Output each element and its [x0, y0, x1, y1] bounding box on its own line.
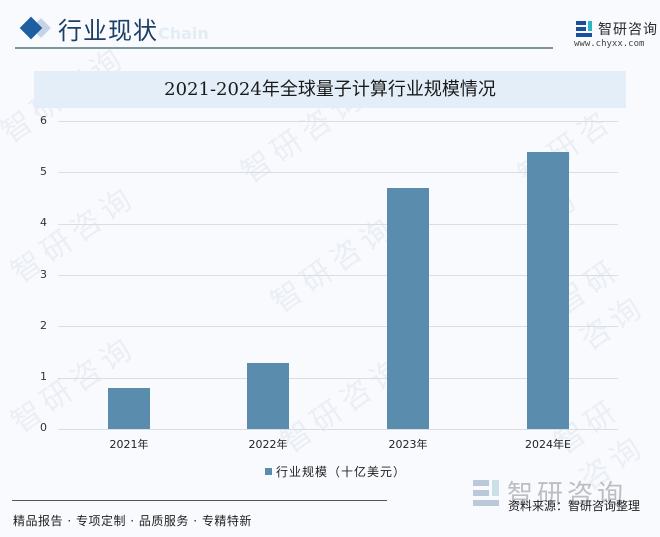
- gridline: [58, 275, 618, 276]
- brand-name: 智研咨询: [598, 22, 658, 38]
- brand-url: www.chyxx.com: [574, 39, 645, 49]
- header-divider: [15, 47, 553, 49]
- gridline: [58, 224, 618, 225]
- x-tick: 2023年: [388, 438, 428, 451]
- footer-logo-icon: [473, 479, 499, 506]
- chart-title-bar: 2021-2024年全球量子计算行业规模情况: [34, 71, 626, 108]
- footer-divider: [12, 500, 387, 501]
- bar-2024年E: [527, 151, 569, 429]
- y-tick: 3: [40, 268, 47, 281]
- footer-slogan: 精品报告 · 专项定制 · 品质服务 · 专精特新: [13, 514, 252, 528]
- brand-logo: 智研咨询: [576, 19, 658, 39]
- gridline: [58, 172, 618, 173]
- x-tick: 2024年E: [525, 438, 571, 451]
- legend-swatch: [265, 468, 272, 475]
- plot-area: [58, 121, 618, 430]
- bar-2022年: [247, 362, 289, 429]
- section-title: 行业现状: [58, 17, 158, 45]
- brand-logo-icon: [576, 21, 592, 37]
- chart-legend: 行业规模（十亿美元）: [265, 463, 406, 480]
- y-tick: 5: [40, 165, 47, 178]
- chart-title: 2021-2024年全球量子计算行业规模情况: [164, 79, 496, 100]
- data-source: 资料来源：智研咨询整理: [508, 499, 641, 513]
- x-axis-line: [58, 429, 618, 430]
- x-tick: 2021年: [109, 438, 149, 451]
- y-tick: 0: [40, 421, 47, 434]
- gridline: [58, 378, 618, 379]
- x-tick: 2022年: [248, 438, 288, 451]
- footer-logo-text: 智研咨询: [507, 480, 628, 510]
- bar-2023年: [387, 187, 429, 429]
- y-tick: 4: [40, 216, 47, 229]
- legend-label: 行业规模（十亿美元）: [276, 465, 407, 479]
- y-tick: 6: [40, 114, 47, 127]
- section-subtitle: Chain: [158, 24, 209, 43]
- page-header: Chain 行业现状 智研咨询 www.chyxx.com: [0, 0, 660, 60]
- y-tick: 2: [40, 319, 47, 332]
- bar-2021年: [108, 387, 150, 429]
- gridline: [58, 121, 618, 122]
- y-tick: 1: [40, 370, 47, 383]
- gridline: [58, 326, 618, 327]
- footer-watermark-logo: 智研咨询: [473, 474, 627, 511]
